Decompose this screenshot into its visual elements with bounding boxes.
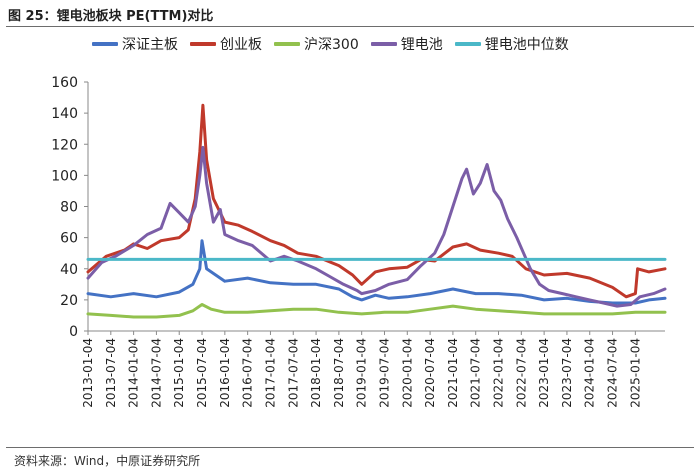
series-line-1 [86, 239, 667, 305]
legend-swatch [190, 42, 216, 46]
legend-swatch [274, 42, 300, 46]
figure-title: 图 25：锂电池板块 PE(TTM)对比 [8, 9, 214, 24]
legend-swatch [92, 42, 118, 46]
x-tick-label: 2016-07-04 [241, 338, 255, 408]
y-tick-label: 0 [69, 324, 78, 340]
x-tick-label: 2022-07-04 [514, 338, 528, 408]
y-tick-label: 100 [51, 168, 78, 184]
x-tick-label: 2020-07-04 [423, 338, 437, 408]
x-tick-label: 2017-01-04 [263, 338, 277, 408]
series-line-2 [86, 103, 667, 299]
x-tick-label: 2015-07-04 [195, 338, 209, 408]
x-tick-label: 2019-01-04 [355, 338, 369, 408]
x-tick-label: 2025-01-04 [628, 338, 642, 408]
x-tick-label: 2022-01-04 [492, 338, 506, 408]
legend-label: 创业板 [220, 37, 262, 53]
x-tick-label: 2013-01-04 [81, 338, 95, 408]
series-line-3 [86, 303, 667, 319]
legend-swatch [454, 42, 481, 46]
x-tick-label: 2017-07-04 [286, 338, 300, 408]
y-tick-label: 80 [60, 200, 78, 216]
x-tick-label: 2023-07-04 [560, 338, 574, 408]
series-line-4 [86, 145, 667, 308]
source-note: 资料来源：Wind，中原证券研究所 [14, 454, 201, 468]
x-tick-label: 2016-01-04 [218, 338, 232, 408]
legend-item-1: 深证主板 [92, 34, 178, 54]
x-tick-label: 2024-07-04 [606, 338, 620, 408]
legend-label: 沪深300 [304, 37, 359, 53]
legend-label: 深证主板 [122, 37, 178, 53]
x-tick-label: 2014-01-04 [127, 338, 141, 408]
x-tick-label: 2014-07-04 [149, 338, 163, 408]
y-tick-label: 160 [51, 75, 78, 91]
legend-label: 锂电池中位数 [484, 37, 569, 53]
x-tick-label: 2018-01-04 [309, 338, 323, 408]
chart-legend: 深证主板 创业板 沪深300 锂电池 锂电池中位数 [92, 34, 581, 54]
x-tick-label: 2013-07-04 [104, 338, 118, 408]
x-tick-label: 2024-01-04 [583, 338, 597, 408]
y-tick-label: 60 [60, 231, 78, 247]
line-chart: 0 20 40 60 80 100 120 140 160 2013-01-04 2013-07-0… [51, 75, 667, 408]
legend-item-4: 锂电池 [370, 34, 443, 54]
legend-item-2: 创业板 [190, 34, 262, 54]
legend-label: 锂电池 [400, 37, 443, 53]
y-tick-label: 120 [51, 137, 78, 153]
legend-item-3: 沪深300 [274, 34, 359, 54]
x-tick-label: 2021-01-04 [446, 338, 460, 408]
y-tick-label: 20 [60, 293, 78, 309]
source-rule [6, 447, 694, 448]
x-tick-label: 2023-01-04 [537, 338, 551, 408]
legend-swatch [370, 42, 397, 46]
x-tick-label: 2021-07-04 [469, 338, 483, 408]
x-tick-label: 2015-01-04 [172, 338, 186, 408]
title-rule [6, 26, 694, 27]
x-tick-label: 2020-01-04 [400, 338, 414, 408]
x-tick-label: 2019-07-04 [377, 338, 391, 408]
x-tick-label: 2018-07-04 [332, 338, 346, 408]
y-tick-label: 140 [51, 106, 78, 122]
y-tick-label: 40 [60, 262, 78, 278]
legend-item-5: 锂电池中位数 [454, 34, 569, 54]
